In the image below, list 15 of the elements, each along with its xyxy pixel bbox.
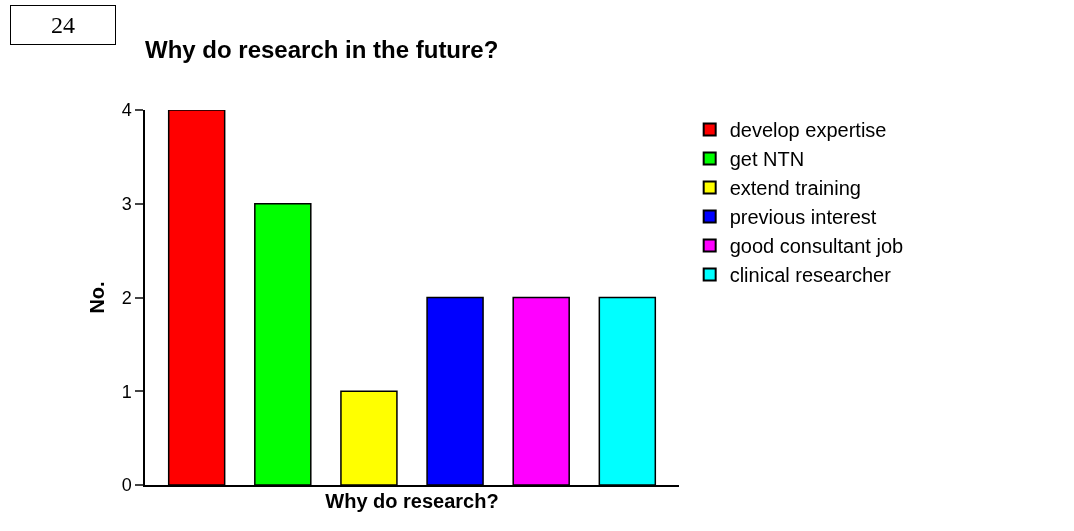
y-axis-title: No. [85, 281, 108, 314]
y-tick-label: 0 [121, 475, 132, 496]
x-axis-title: Why do research? [325, 490, 499, 513]
legend-label: get NTN [729, 148, 805, 171]
chart-title: Why do research in the future? [145, 36, 499, 64]
legend-label: clinical researcher [729, 264, 892, 287]
legend-label: extend training [729, 177, 861, 200]
legend-label: develop expertise [729, 119, 887, 142]
y-tick-label: 1 [121, 381, 132, 402]
y-tick-label: 4 [121, 100, 132, 121]
y-tick-label: 2 [121, 287, 132, 308]
y-tick-label: 3 [121, 194, 132, 215]
text: 24 [51, 12, 75, 38]
legend-label: previous interest [729, 206, 877, 229]
legend-label: good consultant job [729, 235, 904, 258]
